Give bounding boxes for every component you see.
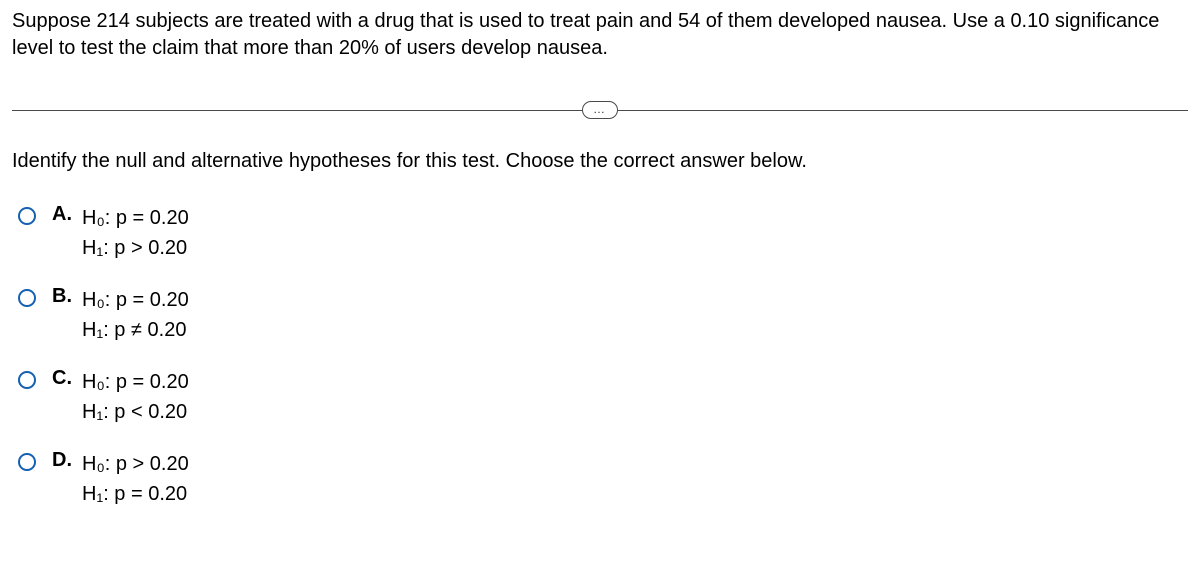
radio-icon[interactable]	[18, 289, 36, 307]
null-hypothesis: H₀: p = 0.20	[82, 285, 189, 315]
null-hypothesis: H₀: p = 0.20	[82, 203, 189, 233]
alt-hypothesis: H₁: p > 0.20	[82, 233, 189, 263]
answer-options: A. H₀: p = 0.20 H₁: p > 0.20 B. H₀: p = …	[12, 203, 1188, 509]
instruction-text: Identify the null and alternative hypoth…	[12, 150, 1188, 173]
option-a[interactable]: A. H₀: p = 0.20 H₁: p > 0.20	[18, 203, 1188, 263]
divider-expand-pill[interactable]: …	[582, 101, 618, 119]
option-letter: D.	[52, 449, 80, 472]
option-c[interactable]: C. H₀: p = 0.20 H₁: p < 0.20	[18, 367, 1188, 427]
problem-statement: Suppose 214 subjects are treated with a …	[12, 8, 1188, 62]
option-letter: B.	[52, 285, 80, 308]
alt-hypothesis: H₁: p ≠ 0.20	[82, 315, 189, 345]
radio-icon[interactable]	[18, 453, 36, 471]
alt-hypothesis: H₁: p = 0.20	[82, 479, 189, 509]
option-letter: A.	[52, 203, 80, 226]
option-body: H₀: p = 0.20 H₁: p ≠ 0.20	[82, 285, 189, 345]
option-body: H₀: p = 0.20 H₁: p < 0.20	[82, 367, 189, 427]
null-hypothesis: H₀: p > 0.20	[82, 449, 189, 479]
null-hypothesis: H₀: p = 0.20	[82, 367, 189, 397]
option-body: H₀: p > 0.20 H₁: p = 0.20	[82, 449, 189, 509]
section-divider: …	[12, 100, 1188, 120]
option-b[interactable]: B. H₀: p = 0.20 H₁: p ≠ 0.20	[18, 285, 1188, 345]
option-body: H₀: p = 0.20 H₁: p > 0.20	[82, 203, 189, 263]
alt-hypothesis: H₁: p < 0.20	[82, 397, 189, 427]
option-letter: C.	[52, 367, 80, 390]
radio-icon[interactable]	[18, 371, 36, 389]
radio-icon[interactable]	[18, 207, 36, 225]
option-d[interactable]: D. H₀: p > 0.20 H₁: p = 0.20	[18, 449, 1188, 509]
